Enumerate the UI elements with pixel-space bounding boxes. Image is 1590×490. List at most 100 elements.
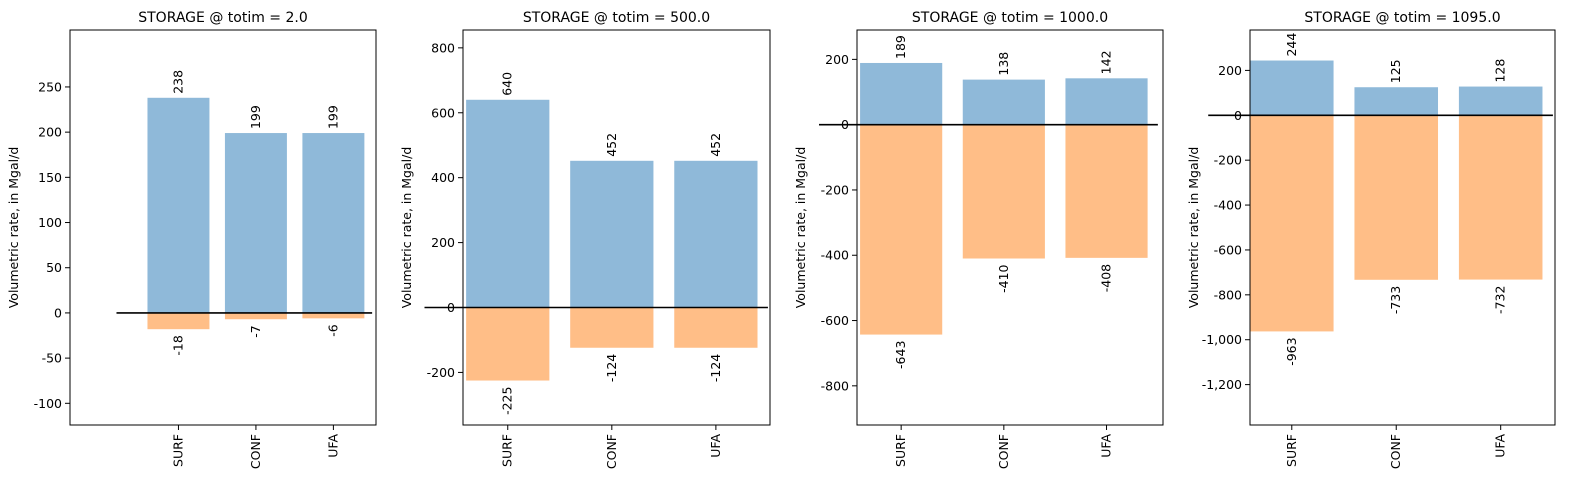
bar-out-surf	[147, 312, 210, 330]
bar-out-ufa	[302, 312, 365, 319]
value-label-out-conf: -124	[604, 354, 619, 382]
bar-out-surf	[1250, 115, 1334, 332]
y-tick-label: -800	[821, 378, 849, 393]
x-tick-label-ufa: UFA	[1493, 434, 1508, 458]
value-label-in-conf: 199	[248, 105, 263, 129]
value-label-out-conf: -7	[248, 325, 263, 337]
x-tick-label-conf: CONF	[248, 434, 263, 469]
value-label-out-surf: -18	[170, 335, 185, 355]
y-tick-label: 100	[38, 215, 62, 230]
x-tick-label-ufa: UFA	[708, 434, 723, 458]
value-label-out-surf: -963	[1284, 337, 1299, 365]
y-axis-label: Volumetric rate, in Mgal/d	[6, 147, 21, 309]
x-tick-label-ufa: UFA	[1099, 434, 1114, 458]
y-tick-label: 800	[431, 40, 455, 55]
bar-in-ufa	[1065, 78, 1148, 125]
y-tick-label: -800	[1214, 287, 1242, 302]
y-tick-label: -200	[427, 365, 455, 380]
y-tick-label: -50	[42, 351, 62, 366]
plot-frame	[1249, 29, 1556, 426]
x-tick-label-surf: SURF	[500, 434, 515, 467]
y-tick-label: -600	[1214, 242, 1242, 257]
value-label-in-ufa: 452	[708, 133, 723, 157]
plot-frame	[462, 29, 771, 426]
value-label-out-conf: -410	[996, 264, 1011, 292]
y-tick-label: 150	[38, 170, 62, 185]
x-tick-label-ufa: UFA	[325, 434, 340, 458]
y-tick-label: 200	[38, 125, 62, 140]
value-label-out-ufa: -408	[1099, 264, 1114, 292]
bar-in-ufa	[674, 160, 758, 308]
y-tick-label: -400	[1214, 198, 1242, 213]
bar-in-surf	[1250, 60, 1334, 116]
bar-in-ufa	[302, 133, 365, 313]
y-axis-label: Volumetric rate, in Mgal/d	[793, 147, 808, 309]
value-label-in-surf: 640	[500, 72, 515, 96]
y-tick-label: -1,200	[1202, 377, 1242, 392]
value-label-in-surf: 238	[170, 70, 185, 94]
chart-panel-3: 189 -643 SURF 138 -410 CONF 142 -408 UFA -800 -600…	[793, 10, 1164, 469]
y-tick-label: 0	[54, 305, 62, 320]
x-tick-label-conf: CONF	[996, 434, 1011, 469]
y-axis-label: Volumetric rate, in Mgal/d	[399, 147, 414, 309]
value-label-out-conf: -733	[1388, 286, 1403, 314]
y-tick-label: -1,000	[1202, 332, 1242, 347]
y-axis-label: Volumetric rate, in Mgal/d	[1186, 147, 1201, 309]
bar-in-surf	[466, 99, 550, 308]
y-tick-label: 600	[431, 105, 455, 120]
value-label-out-surf: -225	[500, 387, 515, 415]
x-tick-label-conf: CONF	[604, 434, 619, 469]
value-label-out-surf: -643	[893, 341, 908, 369]
y-tick-label: 0	[841, 117, 849, 132]
chart-title: STORAGE @ totim = 1095.0	[1304, 10, 1500, 26]
y-tick-label: 0	[1234, 108, 1242, 123]
y-tick-label: -200	[1214, 153, 1242, 168]
plot-frame	[69, 29, 377, 426]
value-label-in-ufa: 199	[325, 105, 340, 129]
y-tick-label: 400	[431, 170, 455, 185]
y-tick-label: 200	[825, 52, 849, 67]
y-tick-label: 200	[431, 235, 455, 250]
bar-out-ufa	[674, 307, 758, 348]
bar-in-surf	[147, 97, 210, 313]
bar-in-conf	[224, 133, 287, 313]
value-label-in-conf: 125	[1388, 59, 1403, 83]
y-tick-label: -400	[821, 248, 849, 263]
value-label-out-ufa: -124	[708, 354, 723, 382]
bar-out-ufa	[1065, 124, 1148, 258]
bar-out-conf	[1354, 115, 1439, 280]
bar-out-surf	[860, 124, 943, 335]
chart-title: STORAGE @ totim = 500.0	[523, 10, 710, 26]
x-tick-label-surf: SURF	[1284, 434, 1299, 467]
value-label-out-ufa: -6	[325, 324, 340, 337]
y-tick-label: -100	[34, 396, 62, 411]
bar-in-ufa	[1458, 86, 1543, 116]
y-tick-label: 200	[1218, 63, 1242, 78]
y-tick-label: -200	[821, 182, 849, 197]
bar-out-conf	[224, 312, 287, 320]
chart-panel-4: 244 -963 SURF 125 -733 CONF 128 -732 UFA -1,200 -1…	[1186, 10, 1556, 469]
value-label-in-ufa: 142	[1099, 50, 1114, 74]
value-label-in-ufa: 128	[1493, 59, 1508, 83]
y-tick-label: -600	[821, 313, 849, 328]
bar-out-conf	[962, 124, 1045, 259]
bar-in-conf	[570, 160, 654, 308]
value-label-in-surf: 244	[1284, 33, 1299, 57]
value-label-out-ufa: -732	[1493, 286, 1508, 314]
bar-in-conf	[1354, 87, 1439, 116]
bar-out-surf	[466, 307, 550, 381]
bar-in-surf	[860, 62, 943, 125]
x-tick-label-surf: SURF	[893, 434, 908, 467]
bar-out-ufa	[1458, 115, 1543, 280]
x-tick-label-surf: SURF	[170, 434, 185, 467]
y-tick-label: 0	[447, 300, 455, 315]
chart-panel-2: 640 -225 SURF 452 -124 CONF 452 -124 UFA -200 0 200…	[399, 10, 771, 469]
y-tick-label: 250	[38, 79, 62, 94]
chart-title: STORAGE @ totim = 2.0	[138, 10, 308, 26]
bar-out-conf	[570, 307, 654, 348]
chart-title: STORAGE @ totim = 1000.0	[912, 10, 1108, 26]
y-tick-label: 50	[46, 260, 62, 275]
value-label-in-surf: 189	[893, 35, 908, 59]
